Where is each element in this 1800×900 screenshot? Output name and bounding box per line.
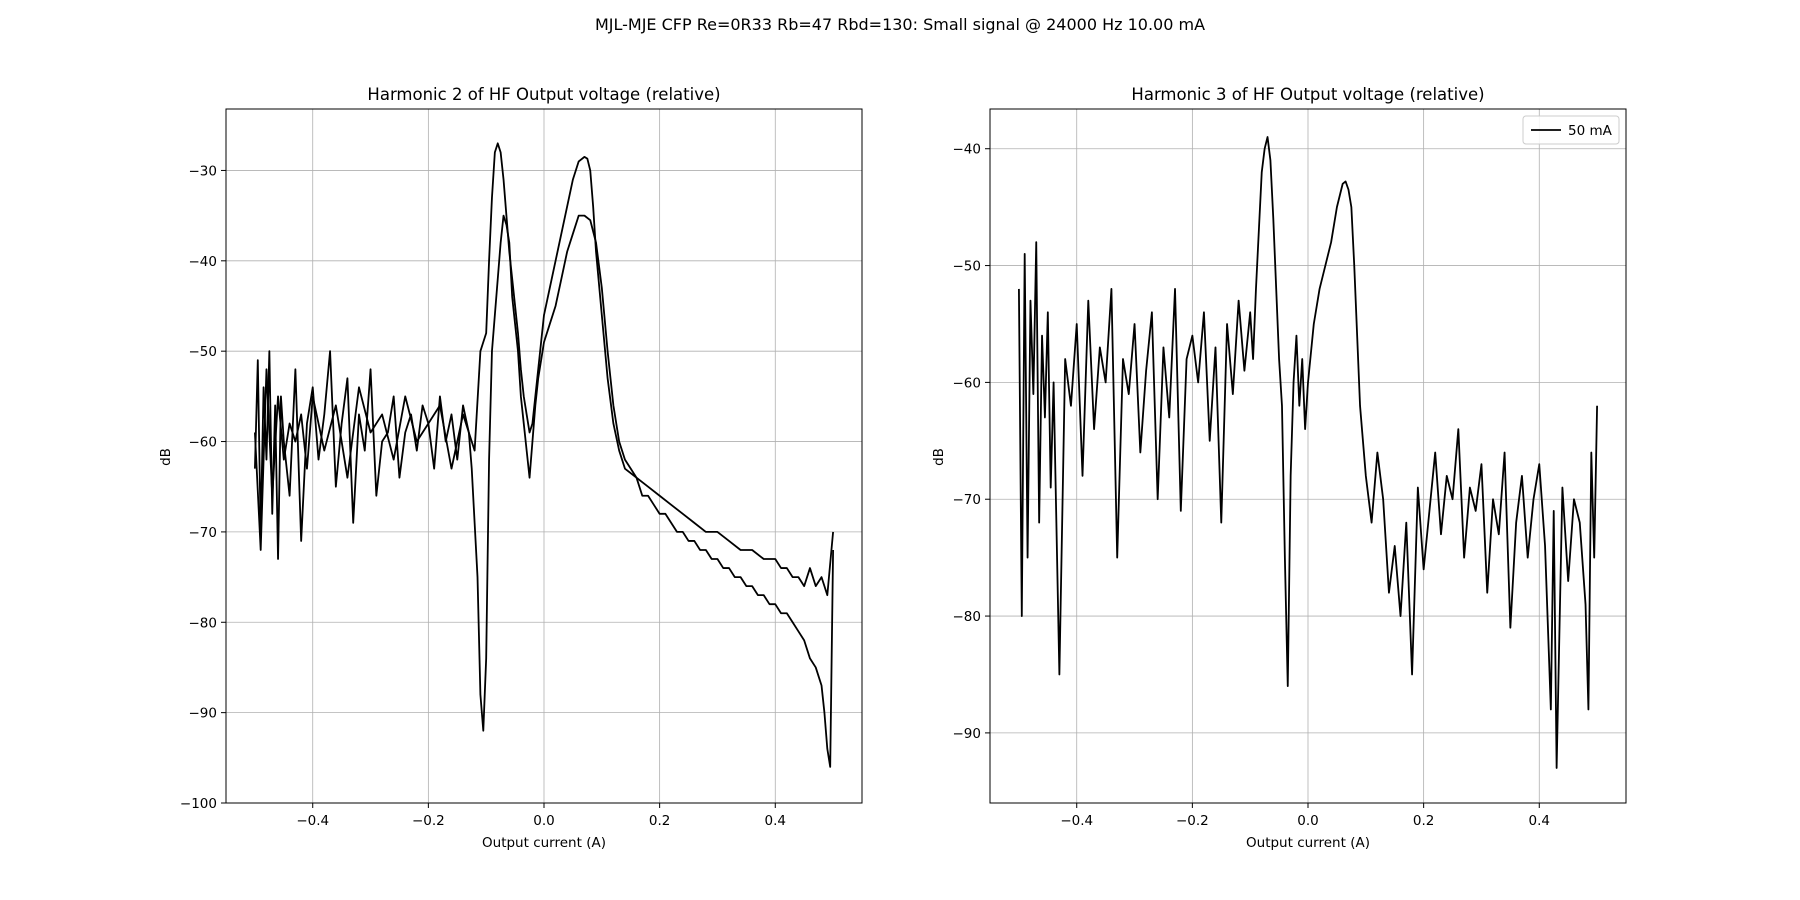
harmonic-2-xtick-label-0: −0.4 [296,813,329,829]
harmonic-2-series-line-0 [254,142,834,597]
harmonic-3-ytick-label-1: −80 [953,609,982,625]
harmonic-3-xtick-label-3: 0.2 [1413,813,1434,829]
harmonic-2-xlabel: Output current (A) [482,835,606,851]
harmonic-3-ytick-label-4: −50 [953,259,982,275]
harmonic-2-ytick-label-6: −40 [189,254,218,270]
harmonic-2-ytick-label-4: −60 [189,435,218,451]
harmonic-3-series-line-0 [1018,136,1598,769]
harmonic-2-panel: Harmonic 2 of HF Output voltage (relativ… [158,85,863,851]
harmonic-3-legend-box [1522,115,1620,145]
harmonic-3-xtick-label-1: −0.2 [1176,813,1209,829]
harmonic-3-ytick-label-3: −60 [953,375,982,391]
harmonic-3-xtick-label-2: 0.0 [1297,813,1318,829]
harmonic-2-xtick-label-3: 0.2 [649,813,670,829]
harmonic-2-ytick-label-0: −100 [180,796,217,812]
figure-title: MJL-MJE CFP Re=0R33 Rb=47 Rbd=130: Small… [595,15,1205,34]
harmonic-3-legend-label: 50 mA [1568,123,1613,139]
harmonic-2-xtick-label-4: 0.4 [765,813,786,829]
harmonic-2-ytick-label-3: −70 [189,525,218,541]
harmonic-3-ylabel: dB [931,448,947,466]
harmonic-3-ytick-label-5: −40 [953,142,982,158]
harmonic-3-panel: Harmonic 3 of HF Output voltage (relativ… [931,85,1627,851]
harmonic-2-ytick-label-7: −30 [189,163,218,179]
harmonic-2-series-line-1 [254,214,834,768]
harmonic-2-xtick-label-2: 0.0 [533,813,554,829]
harmonic-3-xtick-label-4: 0.4 [1529,813,1550,829]
harmonic-2-ytick-label-2: −80 [189,615,218,631]
harmonic-2-title: Harmonic 2 of HF Output voltage (relativ… [367,85,720,104]
harmonic-2-ytick-label-5: −50 [189,344,218,360]
harmonic-3-xtick-label-0: −0.4 [1060,813,1093,829]
harmonic-3-ytick-label-0: −90 [953,726,982,742]
harmonic-3-ytick-label-2: −70 [953,492,982,508]
harmonic-3-xlabel: Output current (A) [1246,835,1370,851]
harmonic-2-ylabel: dB [158,448,174,466]
harmonic-3-title: Harmonic 3 of HF Output voltage (relativ… [1131,85,1484,104]
harmonic-2-xtick-label-1: −0.2 [412,813,445,829]
harmonic-2-ytick-label-1: −90 [189,706,218,722]
